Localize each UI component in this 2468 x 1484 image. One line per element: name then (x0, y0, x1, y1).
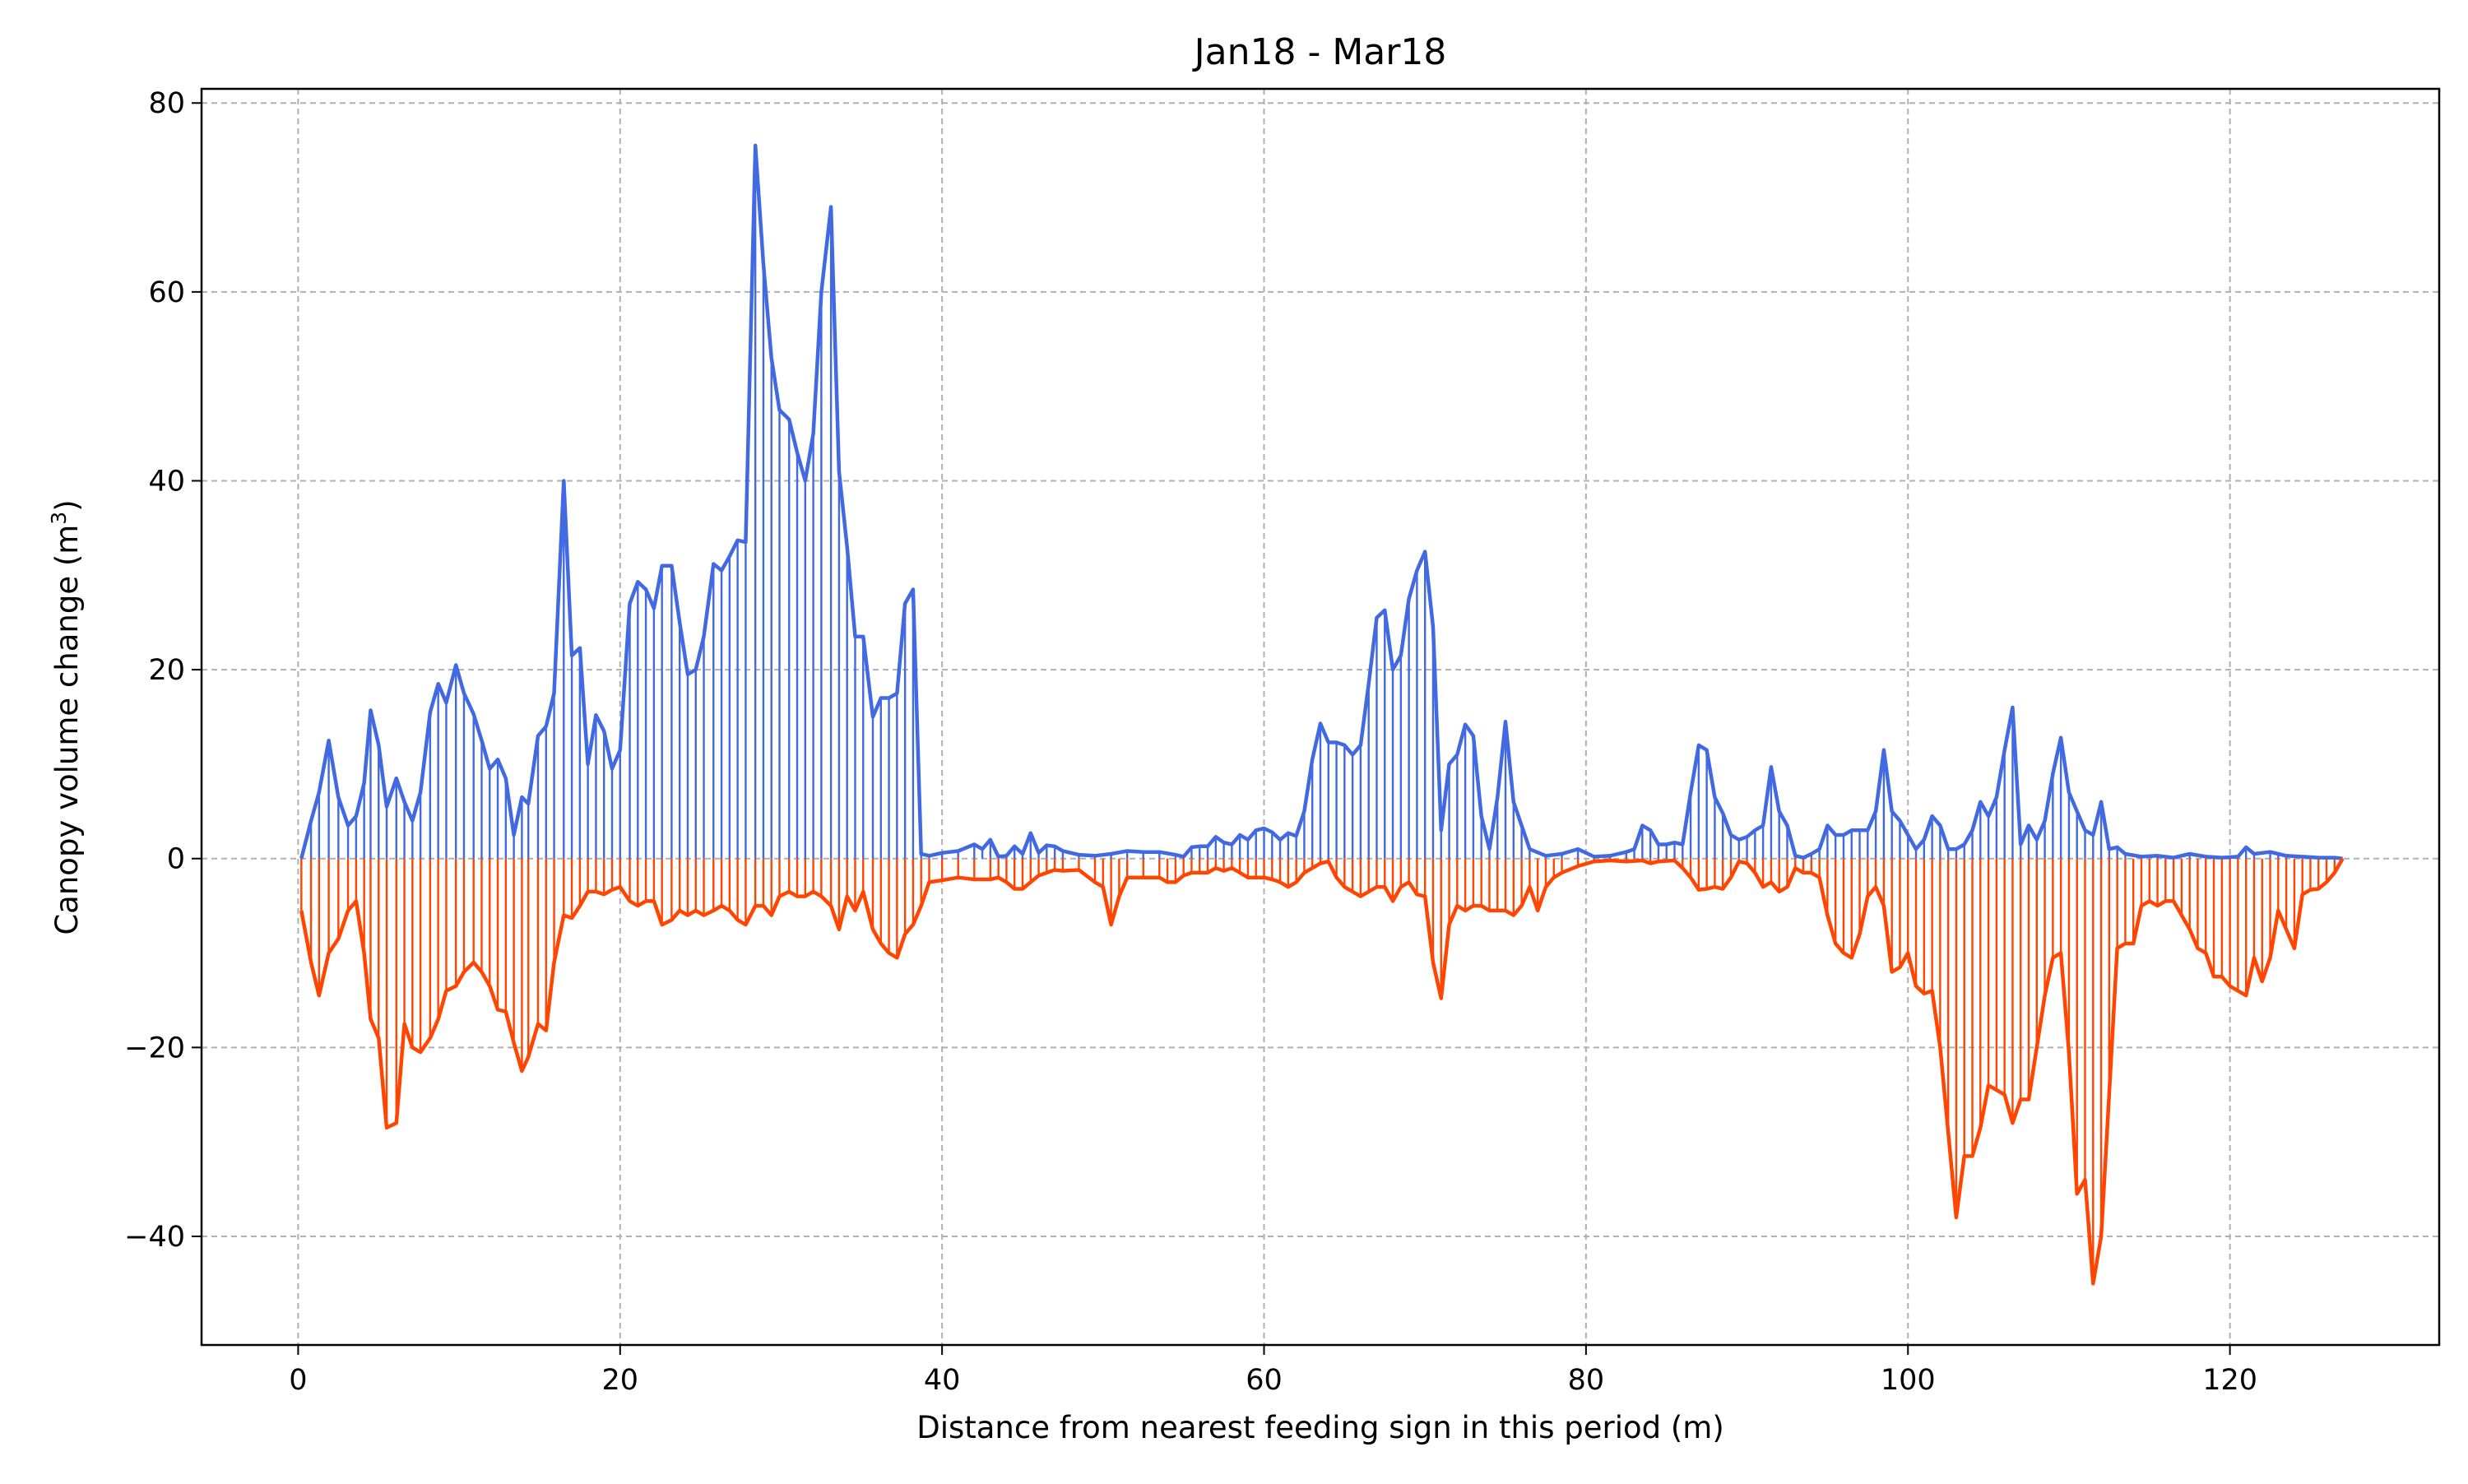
axis-ticks: 0 20 40 60 80 100 120 −40 −20 0 20 40 60 80 (124, 87, 2257, 1397)
y-axis-label-main: Canopy volume change (m (49, 525, 85, 935)
y-axis-label-close: ) (49, 499, 85, 511)
y-tick-label: 60 (148, 276, 185, 309)
x-tick-label: 0 (289, 1364, 307, 1397)
x-tick-label: 20 (602, 1364, 639, 1397)
x-tick-label: 80 (1568, 1364, 1605, 1397)
chart-title: Jan18 - Mar18 (1192, 31, 1447, 73)
x-tick-label: 60 (1246, 1364, 1283, 1397)
y-tick-label: −20 (124, 1032, 185, 1064)
y-tick-label: 80 (148, 87, 185, 120)
y-axis-label-superscript: 3 (47, 512, 71, 525)
plot-frame (200, 87, 2441, 1347)
series-2-stems (300, 858, 2336, 1284)
x-tick-label: 120 (2202, 1364, 2257, 1397)
y-axis-label: Canopy volume change (m3) (47, 499, 86, 934)
series-1-line (299, 143, 2343, 860)
x-axis-label: Distance from nearest feeding sign in th… (916, 1410, 1724, 1445)
series-lines (299, 143, 2345, 1286)
y-tick-label: 0 (167, 843, 185, 876)
y-tick-label: 40 (148, 465, 185, 498)
x-tick-label: 100 (1881, 1364, 1936, 1397)
y-tick-label: −40 (124, 1221, 185, 1254)
y-tick-label: 20 (148, 654, 185, 687)
x-tick-label: 40 (924, 1364, 961, 1397)
series-2-line (299, 857, 2345, 1286)
